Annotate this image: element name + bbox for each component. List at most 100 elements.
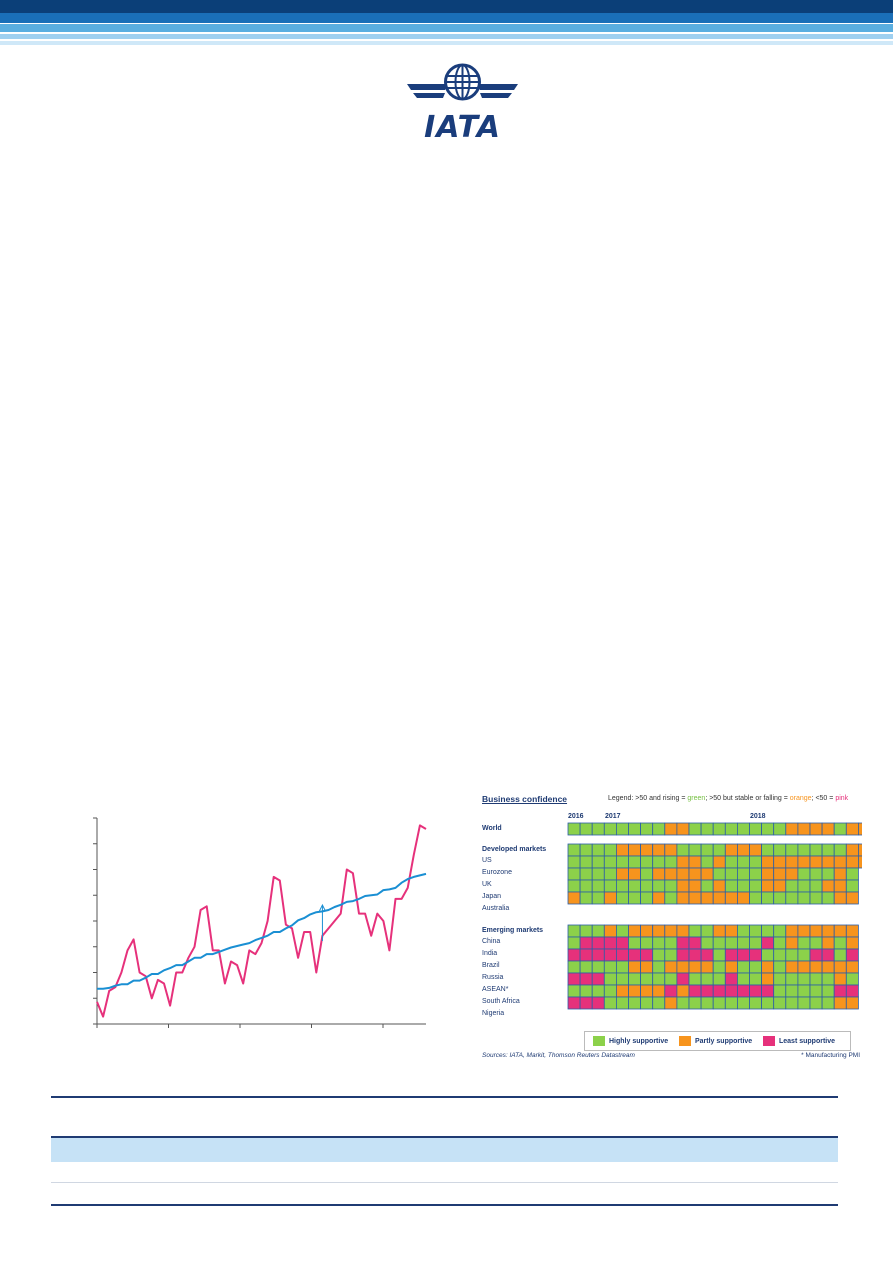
- heat-cell: [797, 996, 811, 1010]
- heat-cell: [579, 972, 593, 986]
- heat-cell: [567, 996, 581, 1010]
- key-highly-supportive: Highly supportive: [593, 1036, 668, 1046]
- heat-cell: [712, 822, 726, 836]
- heat-cell: [615, 843, 629, 857]
- heat-cell: [628, 948, 642, 962]
- developed-row: [567, 867, 859, 881]
- heat-cell: [688, 855, 702, 869]
- pink-swatch: [763, 1036, 775, 1046]
- heat-cell: [821, 948, 835, 962]
- heat-cell: [603, 924, 617, 938]
- heat-cell: [712, 891, 726, 905]
- heat-cell: [761, 936, 775, 950]
- heat-cell: [736, 948, 750, 962]
- heat-cell: [640, 822, 654, 836]
- table-header-row: [51, 1136, 838, 1162]
- heat-cell: [567, 891, 581, 905]
- heat-cell: [749, 924, 763, 938]
- heat-cell: [749, 960, 763, 974]
- heat-cell: [712, 843, 726, 857]
- table-top-rule: [51, 1096, 838, 1098]
- heat-cell: [628, 822, 642, 836]
- heat-cell: [567, 972, 581, 986]
- heat-cell: [821, 867, 835, 881]
- row-label-australia: Australia: [482, 905, 510, 912]
- heat-cell: [797, 855, 811, 869]
- heat-cell: [797, 924, 811, 938]
- heat-cell: [773, 936, 787, 950]
- heat-cell: [591, 924, 605, 938]
- heat-cell: [724, 843, 738, 857]
- heat-cell: [785, 960, 799, 974]
- heat-cell: [845, 972, 859, 986]
- left-line-chart: [93, 817, 427, 1028]
- heat-cell: [664, 972, 678, 986]
- heat-cell: [591, 948, 605, 962]
- heat-cell: [567, 948, 581, 962]
- header-stripe-navy: [0, 0, 893, 13]
- heat-cell: [761, 822, 775, 836]
- heat-cell: [591, 867, 605, 881]
- row-label-south-africa: South Africa: [482, 998, 520, 1005]
- heat-cell: [628, 984, 642, 998]
- heat-cell: [579, 855, 593, 869]
- heat-cell: [664, 936, 678, 950]
- heat-cell: [579, 843, 593, 857]
- heat-cell: [761, 843, 775, 857]
- heat-cell: [797, 960, 811, 974]
- bc-heatmap-grid: [567, 822, 862, 1010]
- heat-cell: [749, 822, 763, 836]
- heat-cell: [833, 984, 847, 998]
- heat-cell: [821, 822, 835, 836]
- heat-cell: [567, 960, 581, 974]
- year-label-2018: 2018: [750, 813, 766, 820]
- table-row-divider: [51, 1182, 838, 1183]
- heat-cell: [785, 972, 799, 986]
- row-label-us: US: [482, 857, 492, 864]
- heat-cell: [603, 936, 617, 950]
- header-stripe-blue: [0, 13, 893, 23]
- heat-cell: [615, 972, 629, 986]
- heat-cell: [700, 924, 714, 938]
- heat-cell: [821, 843, 835, 857]
- heat-cell: [615, 822, 629, 836]
- sources-note: Sources: IATA, Markit, Thomson Reuters D…: [482, 1052, 635, 1059]
- emerging-row: [567, 996, 859, 1010]
- heat-cell: [640, 996, 654, 1010]
- heat-cell: [785, 936, 799, 950]
- heat-cell: [652, 984, 666, 998]
- heat-cell: [773, 960, 787, 974]
- heat-cell: [640, 843, 654, 857]
- heat-cell: [736, 960, 750, 974]
- heat-cell: [785, 891, 799, 905]
- heat-cell: [628, 936, 642, 950]
- heat-cell: [749, 984, 763, 998]
- row-label-nigeria: Nigeria: [482, 1010, 505, 1017]
- heat-cell: [567, 855, 581, 869]
- key-partly-supportive: Partly supportive: [679, 1036, 752, 1046]
- heat-cell: [628, 924, 642, 938]
- heat-cell: [579, 948, 593, 962]
- row-label-russia: Russia: [482, 974, 504, 981]
- header-stripe-pale: [0, 41, 893, 45]
- heat-cell: [591, 891, 605, 905]
- heat-cell: [845, 936, 859, 950]
- emerging-row: [567, 936, 859, 950]
- heat-cell: [833, 822, 847, 836]
- heat-cell: [603, 972, 617, 986]
- heat-cell: [736, 936, 750, 950]
- heat-cell: [591, 972, 605, 986]
- heat-cell: [640, 879, 654, 893]
- heat-cell: [845, 843, 859, 857]
- heat-cell: [652, 843, 666, 857]
- heat-cell: [567, 984, 581, 998]
- heat-cell: [688, 948, 702, 962]
- heat-cell: [688, 960, 702, 974]
- heat-cell: [664, 996, 678, 1010]
- emerging-row: [567, 960, 859, 974]
- key-least-supportive: Least supportive: [763, 1036, 835, 1046]
- heat-cell: [652, 822, 666, 836]
- heat-cell: [797, 879, 811, 893]
- heat-cell: [809, 924, 823, 938]
- heat-cell: [785, 843, 799, 857]
